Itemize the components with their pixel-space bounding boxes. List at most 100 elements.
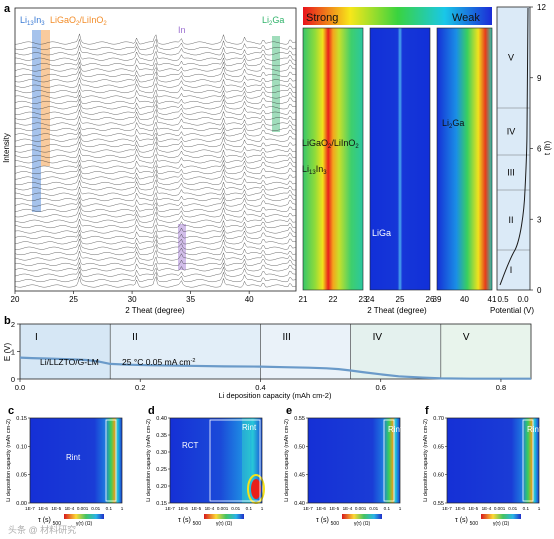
- xrd-trace: [14, 44, 296, 56]
- impedance-highlight-box: [522, 419, 534, 502]
- impedance-xtick-label: 1E-5: [51, 506, 61, 511]
- b-ytick-label: 0: [11, 375, 15, 384]
- impedance-xtick-label: 1E-7: [25, 506, 35, 511]
- xrd-trace: [14, 266, 296, 277]
- impedance-xtick-label: 1: [261, 506, 264, 511]
- xrd-trace: [14, 135, 296, 147]
- potential-region-label: IV: [507, 127, 516, 137]
- panel-label-d: d: [148, 405, 155, 417]
- xrd-trace: [14, 70, 296, 83]
- xrd-trace: [14, 262, 296, 272]
- potential-region-label: III: [507, 168, 515, 178]
- xrd-xtick-label: 20: [11, 295, 20, 304]
- impedance-ylabel: Li deposition capacity (mAh cm-2): [146, 419, 152, 502]
- b-axes: 0.0 0.2 0.4 0.6 0.8 0 1 2: [11, 320, 506, 392]
- xrd-trace: [14, 121, 296, 131]
- impedance-ytick-label: 0.55: [433, 501, 444, 507]
- in-band: [178, 224, 186, 270]
- impedance-frame: [29, 417, 123, 504]
- watermark-logo: 头条 @ 材料研究: [8, 524, 76, 535]
- xrd-trace: [15, 33, 296, 45]
- xrd-trace: [14, 147, 296, 158]
- impedance-label-rint: Rint: [388, 425, 403, 434]
- impedance-xtick-label: 1E-7: [442, 506, 452, 511]
- impedance-label-rint: Rint: [527, 425, 542, 434]
- heatmap-xtick-label: 26: [426, 295, 435, 304]
- impedance-xtick-label: 1E-4: [482, 506, 492, 511]
- b-region-bg: [440, 324, 531, 379]
- potential-ytick-label: 12: [537, 3, 546, 12]
- ligao2-band: [41, 30, 50, 166]
- impedance-xtick-label: 1: [121, 506, 124, 511]
- potential-region-label: II: [508, 215, 513, 225]
- impedance-ylabel: Li deposition capacity (mAh cm-2): [6, 419, 12, 502]
- xrd-trace: [15, 168, 296, 180]
- xrd-trace: [14, 249, 296, 261]
- xrd-plot-frame: [14, 7, 297, 292]
- b-region-label: IV: [373, 332, 383, 343]
- panel-label-c: c: [8, 405, 14, 417]
- impedance-xtick-label: 0.001: [217, 506, 229, 511]
- potential-ylabel: t (h): [543, 141, 552, 156]
- impedance-ytick-label: 0.05: [16, 473, 27, 479]
- impedance-xtick-label: 1E-6: [316, 506, 326, 511]
- impedance-xtick-label: 1E-4: [343, 506, 353, 511]
- b-region-label: I: [35, 332, 38, 343]
- impedance-ytick-label: 0.25: [156, 467, 167, 473]
- impedance-highlight-box: [209, 419, 261, 502]
- xrd-xtick-label: 25: [69, 295, 78, 304]
- potential-region-label: I: [510, 265, 513, 275]
- xrd-xlabel: 2 Theat (degree): [125, 306, 185, 315]
- heatmap-frames: [302, 27, 493, 291]
- impedance-colorbar-label: γ(τ) (Ω): [216, 521, 233, 527]
- xrd-trace: [14, 238, 296, 250]
- impedance-colorbar: [64, 514, 104, 519]
- impedance-xtick-label: 0.01: [369, 506, 378, 511]
- heatmap-xlabel: 2 Theat (degree): [367, 306, 427, 315]
- impedance-xtick-label: 1E-6: [38, 506, 48, 511]
- impedance-frame: [446, 417, 540, 504]
- heatmap-xtick-label: 23: [359, 295, 368, 304]
- xrd-trace: [15, 270, 296, 282]
- b-region-bg: [20, 324, 111, 379]
- b-region-label: II: [132, 332, 138, 343]
- xrd-trace: [14, 233, 296, 245]
- b-region-bg: [260, 324, 351, 379]
- impedance-colorbar-min: 500: [193, 521, 202, 527]
- impedance-xtick-label: 0.1: [523, 506, 530, 511]
- xrd-trace: [14, 229, 296, 239]
- impedance-colorbar: [204, 514, 244, 519]
- impedance-ytick-label: 0.30: [156, 450, 167, 456]
- xrd-trace: [14, 38, 296, 50]
- b-ylabel: E (V): [3, 343, 12, 362]
- xrd-trace: [14, 65, 296, 77]
- potential-region-label: V: [508, 53, 514, 63]
- impedance-xtick-label: 0.001: [77, 506, 89, 511]
- xrd-xtick-label: 35: [186, 295, 195, 304]
- panel-label-f: f: [425, 405, 429, 417]
- xrd-trace: [14, 126, 296, 137]
- xrd-xtick-label: 30: [128, 295, 137, 304]
- impedance-label-rct: RCT: [182, 441, 199, 450]
- b-xtick-label: 0.6: [375, 383, 385, 392]
- impedance-ytick-label: 0.40: [156, 416, 167, 422]
- xrd-trace: [14, 201, 296, 212]
- impedance-xtick-label: 1E-6: [455, 506, 465, 511]
- impedance-heatmap: [447, 418, 539, 503]
- impedance-panel-d: d RCT Rint 0.15 0.20 0.25 0.30 0.35 0.40 1E-7 1E-6…: [146, 405, 265, 527]
- impedance-ytick-label: 0.10: [16, 444, 27, 450]
- impedance-colorbar-min: 500: [470, 521, 479, 527]
- xrd-trace: [14, 114, 296, 126]
- impedance-xtick-label: 1E-7: [303, 506, 313, 511]
- xrd-trace: [14, 109, 296, 120]
- xrd-trace: [14, 83, 296, 93]
- potential-panel-bg: [496, 6, 531, 291]
- impedance-ytick-label: 0.00: [16, 501, 27, 507]
- impedance-xtick-label: 1E-7: [165, 506, 175, 511]
- xrd-trace: [14, 217, 296, 228]
- impedance-xtick-label: 0.01: [91, 506, 100, 511]
- xrd-trace: [14, 103, 296, 115]
- impedance-ylabel: Li deposition capacity (mAh cm-2): [284, 419, 290, 502]
